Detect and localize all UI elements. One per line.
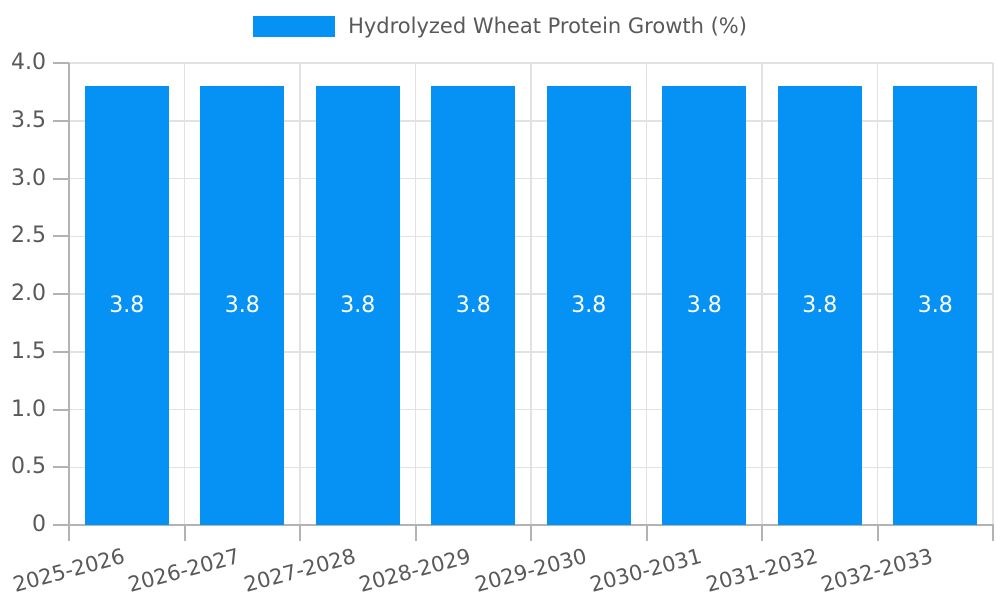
bar <box>431 86 516 525</box>
x-tick-mark <box>992 525 994 541</box>
gridline-vertical <box>299 63 301 525</box>
chart-legend: Hydrolyzed Wheat Protein Growth (%) <box>0 14 1000 38</box>
y-tick-mark <box>53 177 69 180</box>
y-tick-label: 2.0 <box>11 281 46 306</box>
bar <box>84 86 169 525</box>
x-tick-mark <box>761 525 763 541</box>
y-tick-mark <box>53 408 69 411</box>
bar-value-label: 3.8 <box>455 292 491 318</box>
x-tick-mark <box>299 525 301 541</box>
bar-value-label: 3.8 <box>686 292 722 318</box>
x-tick-mark <box>530 525 532 541</box>
y-tick-mark <box>53 293 69 295</box>
bar <box>893 86 978 525</box>
y-tick-mark <box>53 524 69 526</box>
gridline-vertical <box>183 63 186 525</box>
gridline-vertical <box>876 63 879 525</box>
x-tick-mark <box>414 525 417 541</box>
bar <box>200 86 285 525</box>
bar-value-label: 3.8 <box>571 292 607 318</box>
y-tick-mark <box>53 466 69 469</box>
bar-value-label: 3.8 <box>917 292 953 318</box>
y-tick-label: 3.0 <box>11 165 46 191</box>
bar <box>546 86 631 525</box>
gridline-vertical <box>645 63 648 525</box>
y-tick-label: 2.5 <box>11 223 46 249</box>
legend-label: Hydrolyzed Wheat Protein Growth (%) <box>348 14 747 38</box>
gridline-vertical <box>414 63 417 525</box>
y-tick-mark <box>53 235 69 238</box>
y-axis-line <box>68 63 70 525</box>
gridline-vertical <box>530 63 532 525</box>
bar <box>662 86 747 525</box>
bar <box>777 86 862 525</box>
x-tick-mark <box>68 525 70 541</box>
bar-value-label: 3.8 <box>340 292 376 318</box>
y-tick-label: 1.5 <box>11 338 46 364</box>
y-tick-label: 0.5 <box>11 454 46 480</box>
y-tick-mark <box>53 350 69 353</box>
y-tick-label: 1.0 <box>11 396 46 422</box>
gridline-vertical <box>761 63 763 525</box>
bar-value-label: 3.8 <box>802 292 838 318</box>
y-tick-mark <box>53 62 69 64</box>
x-tick-mark <box>645 525 648 541</box>
x-tick-mark <box>876 525 879 541</box>
legend-swatch <box>253 15 336 37</box>
y-tick-label: 0 <box>32 512 46 537</box>
gridline-vertical <box>992 63 994 525</box>
y-tick-label: 4.0 <box>11 50 46 75</box>
x-tick-mark <box>183 525 186 541</box>
bar <box>315 86 400 525</box>
bar-value-label: 3.8 <box>109 292 145 318</box>
y-tick-mark <box>53 119 69 122</box>
y-tick-label: 3.5 <box>11 107 46 133</box>
bar-value-label: 3.8 <box>224 292 260 318</box>
